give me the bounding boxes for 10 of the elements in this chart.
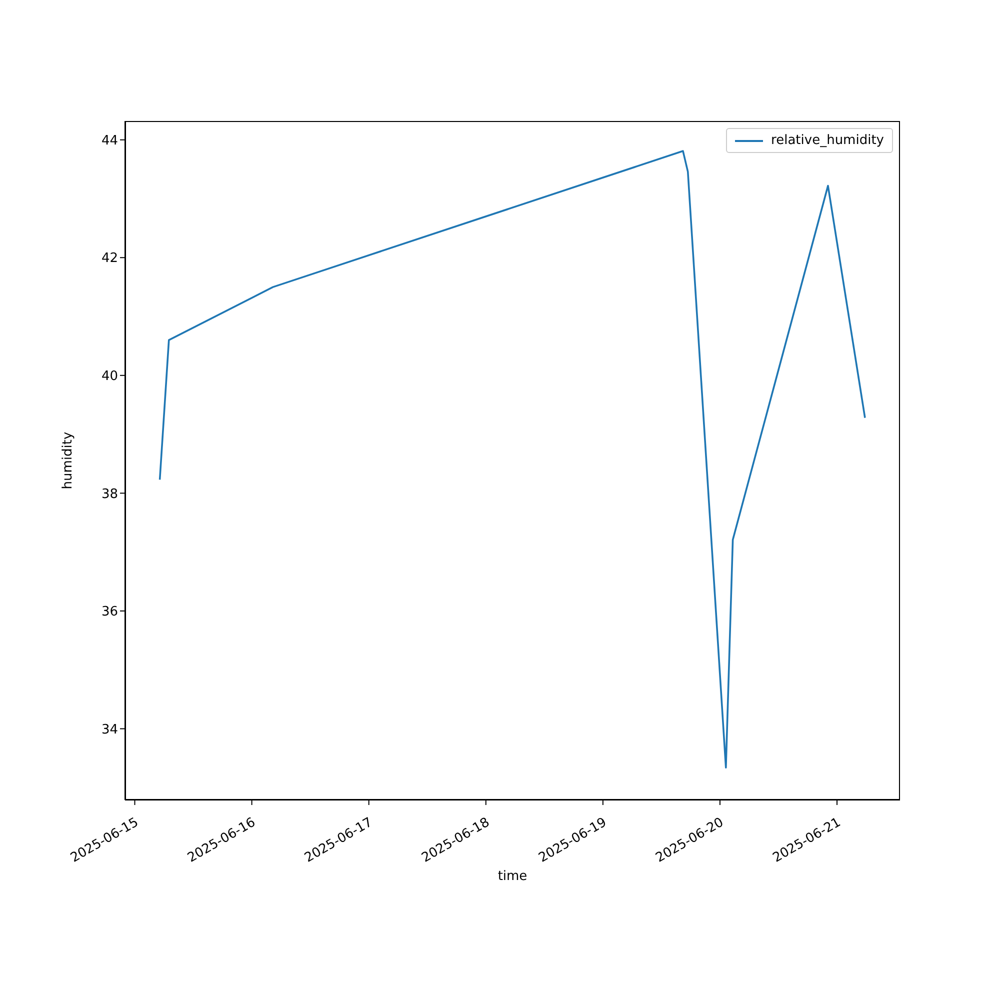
y-tick-label: 44 [101,133,118,148]
legend-label: relative_humidity [771,133,884,148]
y-tick-label: 38 [101,486,118,502]
y-tick-label: 34 [101,722,118,738]
y-tick-label: 40 [101,369,118,384]
line-series [158,150,866,769]
y-axis-title: humidity [60,431,76,490]
y-tick-label: 42 [101,251,118,266]
x-axis-title: time [498,869,528,884]
y-tick-label: 36 [101,604,118,620]
